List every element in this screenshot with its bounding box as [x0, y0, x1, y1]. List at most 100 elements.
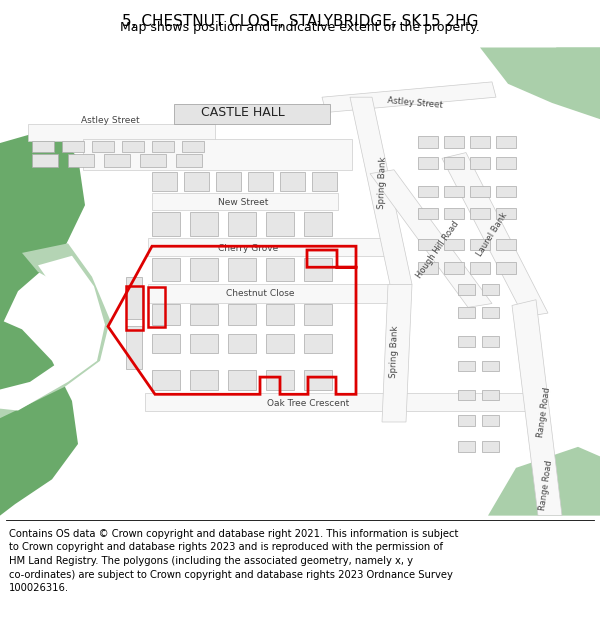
Polygon shape [28, 124, 215, 141]
Bar [482, 415, 499, 426]
Polygon shape [512, 300, 562, 516]
Bar [304, 371, 332, 389]
Bar [482, 441, 499, 452]
Text: Range Road: Range Road [538, 459, 554, 511]
Bar [266, 258, 294, 281]
Polygon shape [148, 284, 392, 302]
Bar [418, 136, 438, 148]
Bar [266, 304, 294, 324]
Bar [92, 141, 114, 152]
Bar [458, 441, 475, 452]
Bar [458, 415, 475, 426]
Polygon shape [322, 82, 496, 112]
Bar [304, 304, 332, 324]
Bar [470, 136, 490, 148]
Bar [470, 158, 490, 169]
Polygon shape [370, 170, 492, 308]
Bar [126, 286, 143, 330]
Bar [152, 141, 174, 152]
Bar [444, 208, 464, 219]
Bar [190, 212, 218, 236]
Text: Astley Street: Astley Street [387, 96, 443, 110]
Bar [496, 136, 516, 148]
Bar [122, 141, 144, 152]
Bar [470, 262, 490, 274]
Bar [458, 284, 475, 295]
Bar [482, 336, 499, 346]
Bar [216, 172, 241, 191]
Bar [152, 172, 177, 191]
Bar [496, 208, 516, 219]
Bar [228, 371, 256, 389]
Bar [470, 239, 490, 250]
Bar [304, 212, 332, 236]
Text: Map shows position and indicative extent of the property.: Map shows position and indicative extent… [120, 21, 480, 34]
Bar [228, 212, 256, 236]
Text: Range Road: Range Road [536, 387, 552, 438]
Bar [190, 258, 218, 281]
Polygon shape [0, 129, 85, 329]
Bar [228, 304, 256, 324]
Bar [148, 288, 165, 328]
Polygon shape [556, 48, 600, 86]
Polygon shape [174, 104, 330, 124]
Bar [458, 336, 475, 346]
Bar [152, 371, 180, 389]
Text: CASTLE HALL: CASTLE HALL [201, 106, 285, 119]
Polygon shape [382, 284, 412, 422]
Polygon shape [152, 192, 338, 210]
Polygon shape [148, 238, 392, 256]
Bar [418, 158, 438, 169]
Bar [482, 308, 499, 318]
Bar [444, 262, 464, 274]
Bar [482, 284, 499, 295]
Bar [62, 141, 84, 152]
Polygon shape [83, 139, 352, 170]
Text: Chestnut Close: Chestnut Close [226, 289, 294, 299]
Bar [182, 141, 204, 152]
Bar [228, 258, 256, 281]
Bar [418, 239, 438, 250]
Bar [458, 389, 475, 400]
Polygon shape [442, 152, 548, 317]
Text: Spring Bank: Spring Bank [389, 325, 400, 378]
Bar [248, 172, 273, 191]
Text: New Street: New Street [218, 198, 268, 207]
Bar [482, 389, 499, 400]
Bar [496, 158, 516, 169]
Bar [190, 371, 218, 389]
Bar [418, 208, 438, 219]
Bar [312, 172, 337, 191]
Polygon shape [0, 256, 105, 411]
Bar [418, 186, 438, 198]
Bar [190, 334, 218, 353]
Bar [458, 361, 475, 371]
Bar [482, 361, 499, 371]
Bar [444, 158, 464, 169]
Text: Cherry Grove: Cherry Grove [218, 244, 278, 252]
Bar [266, 334, 294, 353]
Polygon shape [0, 243, 110, 418]
Bar [496, 186, 516, 198]
Bar [32, 154, 58, 167]
Text: Astley Street: Astley Street [80, 116, 139, 124]
Bar [470, 186, 490, 198]
Bar [266, 371, 294, 389]
Text: Laurel Bank: Laurel Bank [475, 211, 509, 258]
Bar [32, 141, 54, 152]
Bar [266, 212, 294, 236]
Bar [304, 334, 332, 353]
Bar [280, 172, 305, 191]
Bar [152, 212, 180, 236]
Bar [444, 186, 464, 198]
Text: Oak Tree Crescent: Oak Tree Crescent [267, 399, 349, 408]
Bar [304, 258, 332, 281]
Bar [152, 258, 180, 281]
Text: Hough Hill Road: Hough Hill Road [415, 220, 461, 280]
Bar [444, 136, 464, 148]
Bar [418, 262, 438, 274]
Text: 5, CHESTNUT CLOSE, STALYBRIDGE, SK15 2HG: 5, CHESTNUT CLOSE, STALYBRIDGE, SK15 2HG [122, 14, 478, 29]
Bar [228, 334, 256, 353]
Bar [176, 154, 202, 167]
Bar [184, 172, 209, 191]
